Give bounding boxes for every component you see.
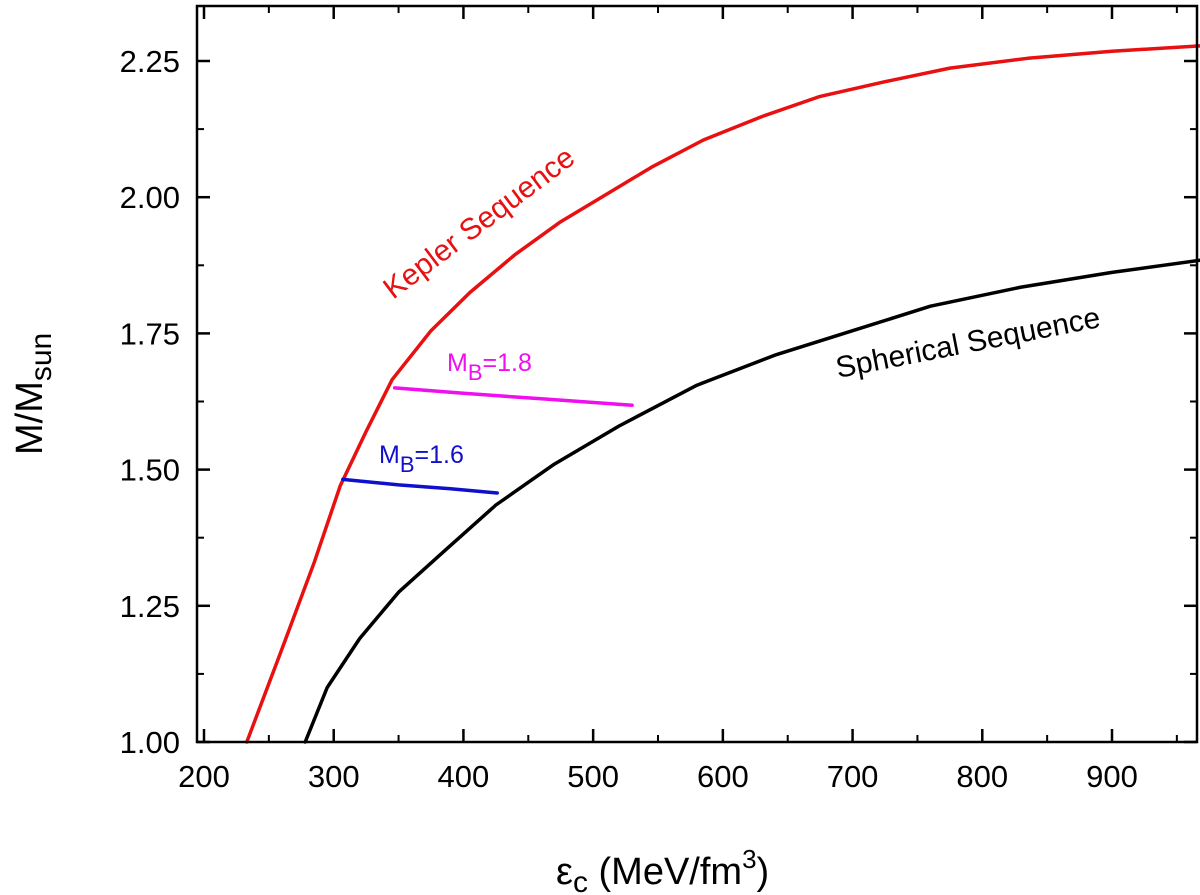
- series-line-kepler-sequence: [245, 44, 1200, 744]
- mb18-sub: B: [468, 360, 483, 385]
- series-lines: [245, 44, 1200, 744]
- mb16-label: MB=1.6: [379, 441, 464, 477]
- x-tick-label-800: 800: [956, 759, 1008, 794]
- spherical-sequence-label: Spherical Sequence: [833, 301, 1103, 385]
- mb18-label: MB=1.8: [447, 349, 532, 385]
- tick-labels: 200 300 400 500 600 700 800 900 1.00 1.25 1.50 1.75…: [120, 44, 1138, 794]
- plot-frame: [195, 4, 1199, 744]
- mb16-sub: B: [400, 452, 415, 477]
- y-tick-label-0: 1.00: [120, 725, 180, 760]
- x-axis-close: ): [757, 851, 770, 893]
- series-line-m-b-1-8: [392, 386, 634, 408]
- x-tick-label-900: 900: [1086, 759, 1138, 794]
- x-tick-label-300: 300: [308, 759, 360, 794]
- kepler-sequence-label: Kepler Sequence: [377, 141, 581, 306]
- mb18-main: M: [447, 349, 468, 377]
- series-line-m-b-1-6: [341, 477, 499, 495]
- x-tick-label-700: 700: [827, 759, 879, 794]
- y-axis-sub: sun: [25, 333, 58, 381]
- x-tick-label-200: 200: [178, 759, 230, 794]
- x-axis-unit-sup: 3: [742, 844, 756, 874]
- x-axis-symbol: ε: [556, 851, 573, 893]
- y-tick-label-3: 1.75: [120, 316, 180, 351]
- x-axis-title: εc (MeV/fm3): [556, 844, 769, 895]
- x-axis-unit: (MeV/fm: [588, 851, 742, 893]
- y-tick-label-2: 1.50: [120, 453, 180, 488]
- axis-ticks: [197, 6, 1197, 744]
- x-tick-label-500: 500: [567, 759, 619, 794]
- y-tick-label-5: 2.25: [120, 44, 180, 79]
- y-axis-title: M/Msun: [9, 333, 58, 455]
- x-tick-label-400: 400: [438, 759, 490, 794]
- y-tick-label-1: 1.25: [120, 589, 180, 624]
- mb16-main: M: [379, 441, 400, 469]
- mb16-rest: =1.6: [415, 441, 464, 469]
- series-line-spherical-sequence: [303, 258, 1200, 744]
- x-tick-label-600: 600: [697, 759, 749, 794]
- y-tick-label-4: 2.00: [120, 180, 180, 215]
- mb18-rest: =1.8: [483, 349, 532, 377]
- x-axis-symbol-sub: c: [573, 866, 588, 895]
- y-axis-main: M/M: [9, 381, 51, 455]
